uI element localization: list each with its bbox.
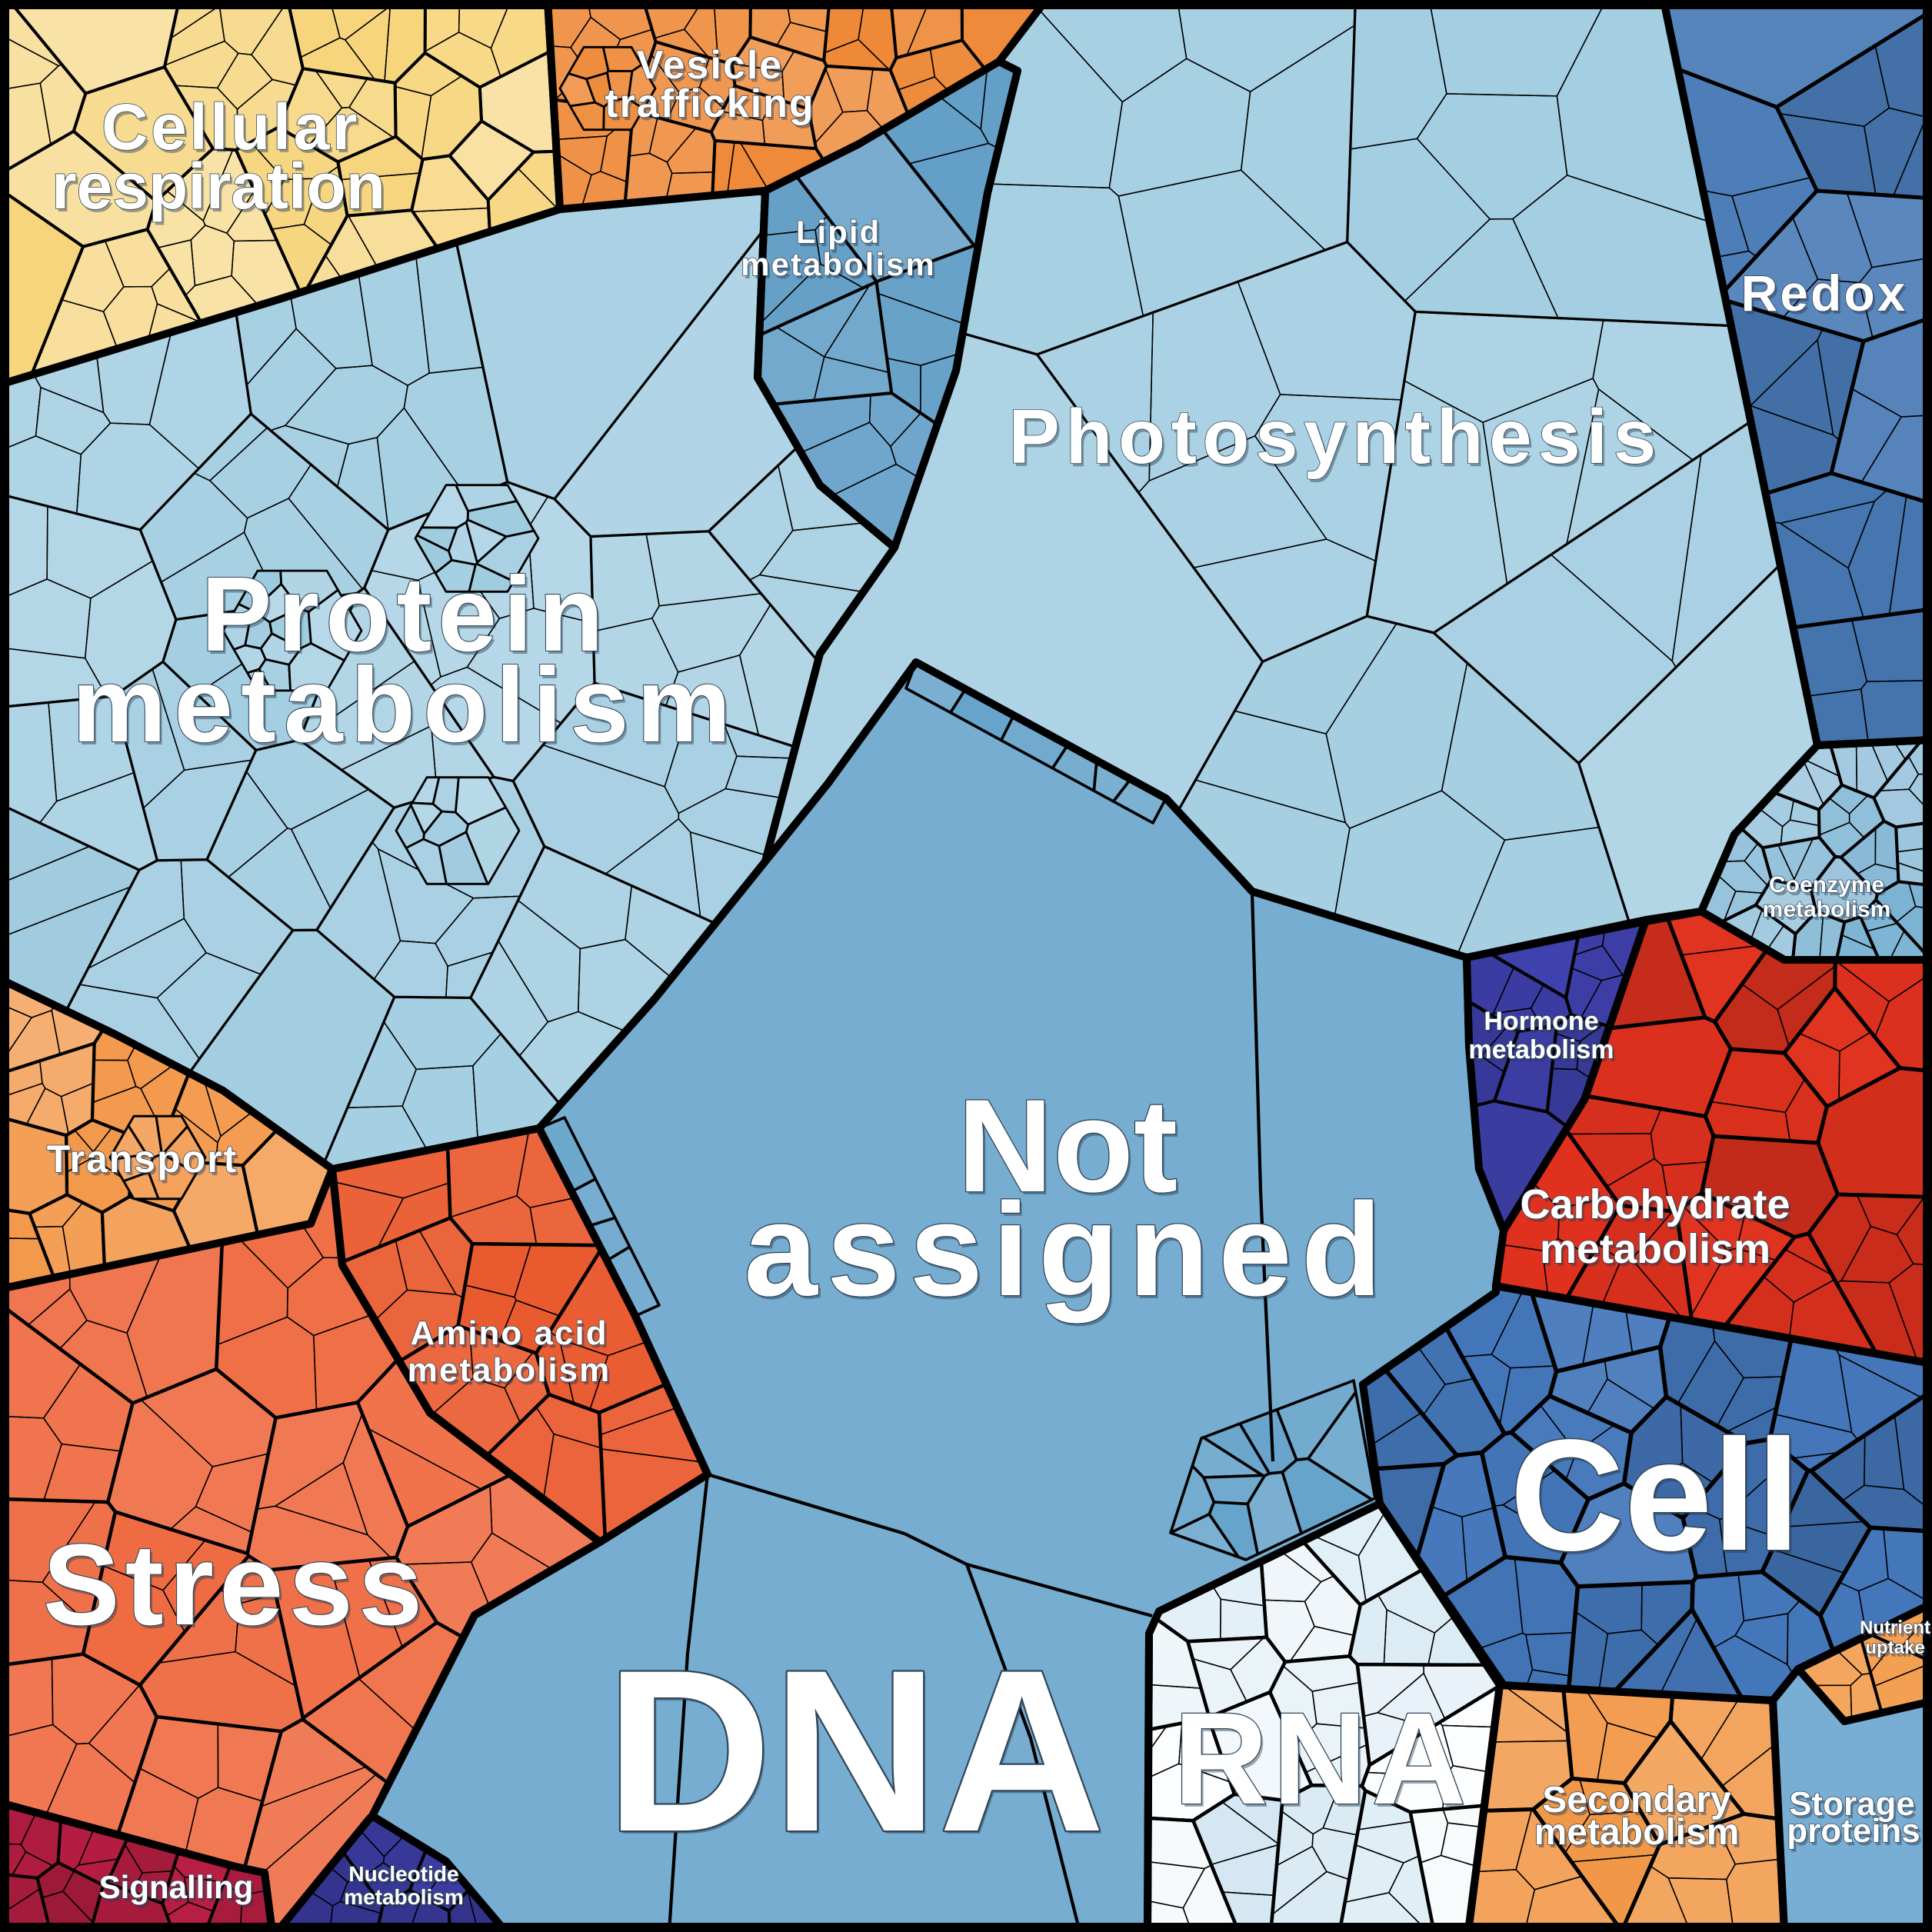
svg-text:Not: Not <box>960 1075 1181 1223</box>
svg-text:Amino acid: Amino acid <box>412 1317 610 1355</box>
svg-text:metabolism: metabolism <box>1469 1035 1614 1064</box>
svg-text:Protein: Protein <box>203 558 611 677</box>
svg-text:Coenzyme: Coenzyme <box>1769 872 1884 898</box>
svg-text:Hormone: Hormone <box>1486 1010 1601 1039</box>
svg-text:Carbohydrate: Carbohydrate <box>1520 1181 1790 1227</box>
svg-text:metabolism: metabolism <box>408 1351 611 1389</box>
svg-text:Lipid: Lipid <box>796 214 881 250</box>
svg-text:Vesicle: Vesicle <box>639 46 785 91</box>
svg-text:Storage: Storage <box>1789 1785 1915 1823</box>
svg-text:assigned: assigned <box>744 1176 1391 1324</box>
svg-text:RNA: RNA <box>1174 1686 1471 1832</box>
svg-text:metabolism: metabolism <box>741 246 935 282</box>
svg-text:metabolism: metabolism <box>1534 1812 1740 1853</box>
svg-text:metabolism: metabolism <box>72 646 739 764</box>
svg-text:Stress: Stress <box>45 1523 431 1652</box>
svg-text:DNA: DNA <box>605 1621 1105 1880</box>
svg-text:metabolism: metabolism <box>1471 1038 1617 1068</box>
svg-text:Lipid: Lipid <box>798 217 883 253</box>
svg-text:proteins: proteins <box>1787 1812 1920 1850</box>
svg-text:metabolism: metabolism <box>1542 1229 1773 1275</box>
svg-text:metabolism: metabolism <box>410 1354 614 1392</box>
svg-text:respiration: respiration <box>54 153 388 225</box>
svg-text:Hormone: Hormone <box>1484 1007 1598 1036</box>
svg-text:trafficking: trafficking <box>607 85 817 129</box>
svg-text:metabolism: metabolism <box>1765 900 1894 925</box>
svg-text:Nucleotide: Nucleotide <box>351 1865 461 1889</box>
svg-text:metabolism: metabolism <box>1537 1815 1742 1856</box>
svg-text:Secondary: Secondary <box>1544 1783 1734 1824</box>
svg-text:metabolism: metabolism <box>75 649 741 768</box>
svg-text:uptake: uptake <box>1865 1637 1924 1658</box>
svg-text:respiration: respiration <box>52 150 385 222</box>
svg-text:metabolism: metabolism <box>344 1885 464 1909</box>
svg-text:Nutrient: Nutrient <box>1862 1621 1932 1641</box>
svg-text:Not: Not <box>958 1072 1178 1220</box>
svg-text:proteins: proteins <box>1789 1815 1923 1853</box>
svg-text:Cell: Cell <box>1512 1410 1803 1587</box>
svg-text:Cell: Cell <box>1510 1407 1800 1584</box>
svg-text:uptake: uptake <box>1867 1641 1927 1661</box>
svg-text:Secondary: Secondary <box>1542 1780 1731 1820</box>
svg-text:Amino acid: Amino acid <box>410 1314 608 1352</box>
svg-text:Coenzyme: Coenzyme <box>1771 875 1887 901</box>
svg-text:Vesicle: Vesicle <box>637 43 783 88</box>
svg-text:Protein: Protein <box>201 555 609 674</box>
svg-text:Photosynthesis: Photosynthesis <box>1011 397 1664 483</box>
svg-text:Transport: Transport <box>49 1141 241 1184</box>
svg-text:metabolism: metabolism <box>1763 897 1891 922</box>
svg-text:Nucleotide: Nucleotide <box>348 1862 458 1886</box>
svg-text:Photosynthesis: Photosynthesis <box>1008 394 1662 480</box>
svg-text:Storage: Storage <box>1791 1788 1917 1826</box>
svg-text:metabolism: metabolism <box>346 1888 466 1912</box>
svg-text:Nutrient: Nutrient <box>1860 1617 1930 1638</box>
svg-text:Cellular: Cellular <box>102 91 360 163</box>
svg-text:assigned: assigned <box>746 1179 1394 1327</box>
svg-text:DNA: DNA <box>608 1624 1108 1883</box>
svg-text:metabolism: metabolism <box>1540 1226 1770 1272</box>
svg-text:metabolism: metabolism <box>743 249 938 285</box>
svg-text:Signalling: Signalling <box>102 1872 256 1908</box>
svg-text:Stress: Stress <box>43 1520 428 1649</box>
svg-text:Carbohydrate: Carbohydrate <box>1522 1184 1792 1231</box>
svg-text:Redox: Redox <box>1741 265 1908 321</box>
svg-text:Cellular: Cellular <box>104 94 362 166</box>
svg-text:RNA: RNA <box>1176 1689 1473 1835</box>
svg-text:Redox: Redox <box>1744 268 1910 325</box>
svg-text:Transport: Transport <box>47 1138 238 1181</box>
svg-text:Signalling: Signalling <box>99 1869 254 1905</box>
svg-text:trafficking: trafficking <box>605 82 814 126</box>
